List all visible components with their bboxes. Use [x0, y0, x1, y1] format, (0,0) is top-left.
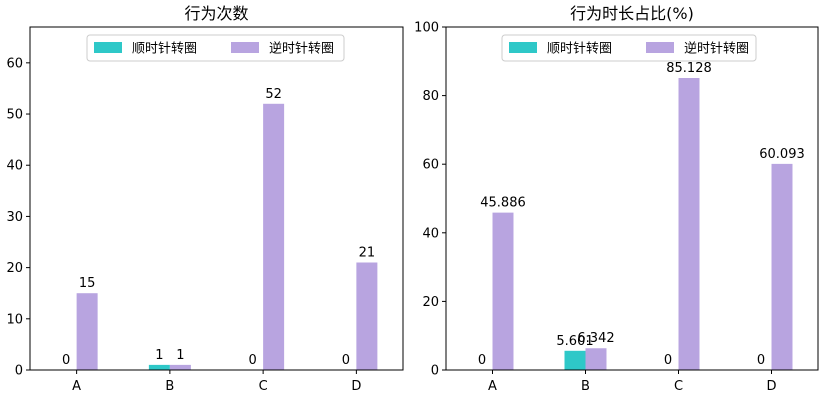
legend-box: [86, 34, 345, 62]
x-tick-label: B: [581, 379, 590, 394]
data-label: 45.886: [480, 196, 526, 211]
x-tick-label: B: [165, 379, 174, 394]
legend-label-2: 逆时针转圈: [684, 41, 749, 57]
bar-1-2-C: [263, 103, 285, 370]
y-tick-label: 50: [6, 108, 23, 123]
x-tick-label: D: [766, 379, 776, 394]
y-tick-label: 0: [15, 364, 23, 379]
x-tick-label: D: [351, 379, 361, 394]
data-label: 0: [62, 353, 70, 368]
legend-swatch-1: [509, 42, 537, 53]
data-label: 52: [265, 87, 282, 102]
x-tick-label: C: [259, 379, 268, 394]
data-label: 6.342: [577, 331, 614, 346]
data-label: 0: [248, 353, 256, 368]
legend-2: 顺时针转圈 逆时针转圈: [501, 34, 757, 62]
data-label: 21: [359, 245, 376, 260]
legend-label-2: 逆时针转圈: [269, 41, 334, 57]
y-tick-label: 100: [414, 21, 439, 36]
legend-box: [501, 34, 757, 62]
y-tick-label: 30: [6, 210, 23, 225]
legend-swatch-2: [231, 42, 259, 53]
data-label: 60.093: [759, 147, 805, 162]
chart-1-title: 行为次数: [184, 4, 248, 23]
bar-1-2-B: [169, 364, 191, 370]
legend-1: 顺时针转圈 逆时针转圈: [86, 34, 345, 62]
data-label: 5.601: [556, 334, 593, 349]
bar-2-2-D: [771, 163, 793, 370]
y-tick-label: 10: [6, 312, 23, 327]
legend-swatch-2: [646, 42, 674, 53]
data-label: 1: [155, 348, 163, 363]
x-tick-label: A: [72, 379, 81, 394]
bar-1-2-A: [76, 293, 98, 370]
data-label: 0: [478, 353, 486, 368]
data-label: 85.128: [666, 61, 712, 76]
axes-frame-2: [445, 26, 819, 371]
bar-1-1-B: [148, 364, 170, 370]
y-tick-label: 80: [422, 89, 439, 104]
y-tick-label: 60: [422, 158, 439, 173]
y-tick-label: 40: [6, 159, 23, 174]
legend-label-1: 顺时针转圈: [132, 42, 197, 57]
y-tick-label: 0: [431, 364, 439, 379]
y-tick-label: 60: [6, 56, 23, 71]
y-tick-label: 20: [6, 261, 23, 276]
legend-label-1: 顺时针转圈: [547, 42, 612, 57]
y-tick-label: 20: [422, 295, 439, 310]
data-label: 1: [176, 348, 184, 363]
chart-panel-2: 行为时长占比(%) 0 5.601 0 0 45.886 6.342 85.128 60.093…: [414, 4, 819, 394]
legend-swatch-1: [94, 42, 122, 53]
bar-2-1-B: [564, 350, 586, 370]
x-tick-label: C: [674, 379, 683, 394]
x-tick-label: A: [488, 379, 497, 394]
bar-2-2-B: [585, 348, 607, 370]
y-tick-label: 40: [422, 226, 439, 241]
data-label: 0: [757, 353, 765, 368]
chart-2-title: 行为时长占比(%): [570, 4, 694, 23]
data-label: 15: [79, 276, 96, 291]
data-label: 0: [342, 353, 350, 368]
axes-frame-1: [29, 26, 404, 371]
bar-2-2-A: [492, 212, 514, 370]
bar-2-2-C: [678, 78, 700, 371]
bar-1-2-D: [356, 262, 378, 370]
data-label: 0: [664, 353, 672, 368]
